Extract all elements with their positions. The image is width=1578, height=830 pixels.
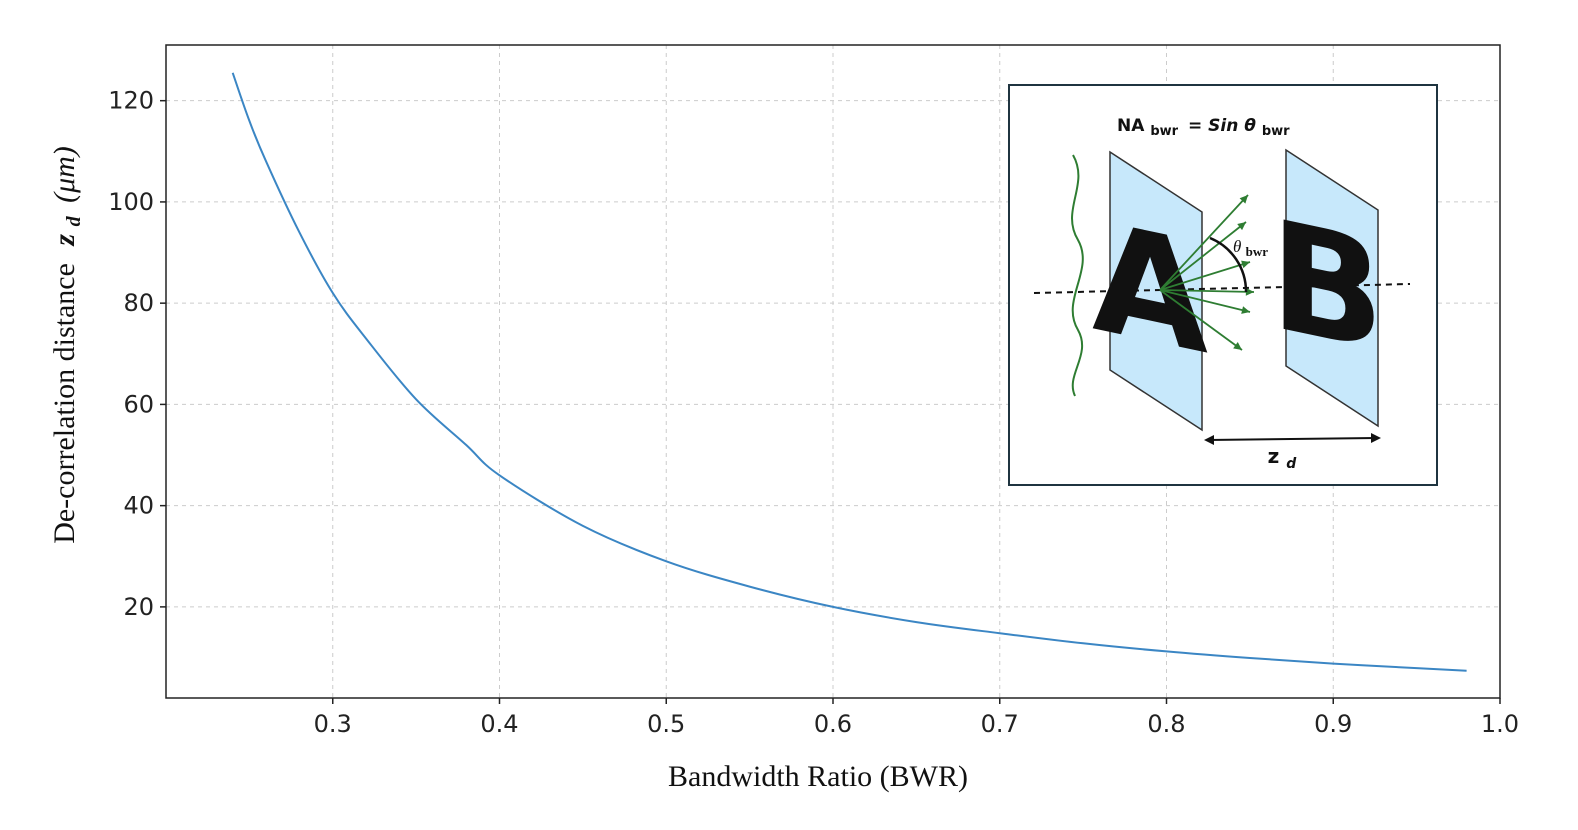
y-axis-title-symbol: z bbox=[48, 234, 81, 247]
distance-label: z d bbox=[1268, 444, 1298, 472]
x-tick-label: 0.4 bbox=[480, 710, 518, 738]
scattered-rays bbox=[1159, 194, 1255, 351]
angle-sub: bwr bbox=[1246, 244, 1269, 259]
ray-arrowhead bbox=[1239, 195, 1248, 204]
x-tick-label: 0.7 bbox=[981, 710, 1019, 738]
inset-diagram: NA bwr = Sin θ bwr A B θ bwr z d bbox=[1008, 84, 1438, 486]
equation-lhs: NA bbox=[1117, 116, 1145, 136]
equation-rhs: = Sin θ bbox=[1188, 116, 1256, 136]
distance-arrow-left-head bbox=[1204, 435, 1214, 445]
ray-arrowhead bbox=[1237, 222, 1246, 231]
x-tick-label: 1.0 bbox=[1481, 710, 1519, 738]
ray-arrowhead bbox=[1241, 306, 1250, 314]
x-axis-ticks: 0.3 0.4 0.5 0.6 0.7 0.8 0.9 1.0 bbox=[314, 698, 1519, 738]
angle-symbol: θ bbox=[1233, 237, 1241, 256]
angle-label: θ bwr bbox=[1233, 237, 1268, 259]
y-axis-title-prefix: De-correlation distance bbox=[48, 263, 81, 544]
y-axis-ticks: 20 40 60 80 100 120 bbox=[108, 87, 166, 621]
ray bbox=[1159, 221, 1247, 291]
plane-b-letter: B bbox=[1270, 186, 1384, 385]
plane-a-letter: A bbox=[1092, 189, 1208, 389]
y-axis-title-unit: (μm) bbox=[48, 146, 81, 203]
equation-lhs-sub: bwr bbox=[1150, 124, 1178, 139]
x-tick-label: 0.9 bbox=[1314, 710, 1352, 738]
y-tick-label: 40 bbox=[123, 492, 154, 520]
y-tick-label: 60 bbox=[123, 390, 154, 418]
y-tick-label: 100 bbox=[108, 188, 154, 216]
distance-symbol: z bbox=[1268, 444, 1280, 468]
plane-b bbox=[1285, 148, 1379, 428]
x-tick-label: 0.3 bbox=[314, 710, 352, 738]
y-axis-title: De-correlation distance z d (μm) bbox=[48, 146, 87, 544]
ray bbox=[1159, 289, 1243, 351]
incident-wavefront bbox=[1071, 154, 1084, 397]
ray-arrowhead bbox=[1241, 260, 1250, 269]
ray bbox=[1159, 194, 1249, 291]
decorrelation-curve bbox=[231, 72, 1467, 672]
x-tick-label: 0.5 bbox=[647, 710, 685, 738]
inset-equation: NA bwr = Sin θ bwr bbox=[1117, 116, 1290, 140]
y-tick-label: 20 bbox=[123, 593, 154, 621]
optical-axis bbox=[1033, 283, 1411, 294]
angle-arc bbox=[1209, 236, 1248, 293]
ray bbox=[1159, 289, 1251, 313]
ray-arrowhead bbox=[1233, 342, 1242, 350]
ray bbox=[1159, 289, 1255, 293]
distance-arrow-right-head bbox=[1371, 433, 1381, 443]
ray-arrowhead bbox=[1245, 287, 1254, 296]
y-tick-label: 80 bbox=[123, 289, 154, 317]
y-axis-title-subscript: d bbox=[63, 215, 85, 226]
x-axis-title: Bandwidth Ratio (BWR) bbox=[668, 760, 968, 793]
distance-arrow bbox=[1207, 437, 1377, 441]
equation-rhs-sub: bwr bbox=[1262, 124, 1290, 139]
distance-sub: d bbox=[1286, 456, 1297, 472]
x-tick-label: 0.8 bbox=[1147, 710, 1185, 738]
y-tick-label: 120 bbox=[108, 87, 154, 115]
ray bbox=[1159, 261, 1251, 291]
x-tick-label: 0.6 bbox=[814, 710, 852, 738]
